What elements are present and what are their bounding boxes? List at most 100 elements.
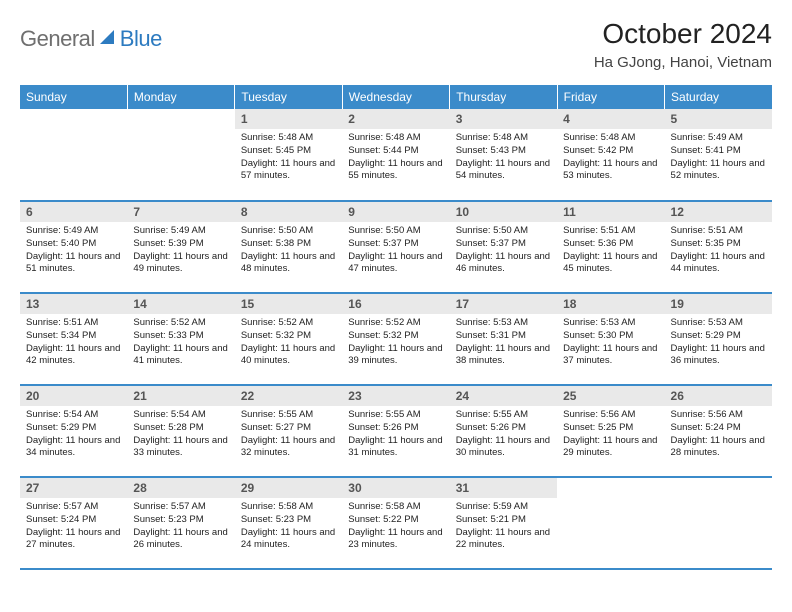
- day-details: Sunrise: 5:48 AMSunset: 5:43 PMDaylight:…: [450, 129, 557, 188]
- day-header: Thursday: [450, 85, 557, 109]
- day-number: 30: [342, 478, 449, 498]
- header: General Blue October 2024 Ha GJong, Hano…: [20, 18, 772, 71]
- day-number: 24: [450, 386, 557, 406]
- day-details: Sunrise: 5:56 AMSunset: 5:25 PMDaylight:…: [557, 406, 664, 465]
- day-details: Sunrise: 5:56 AMSunset: 5:24 PMDaylight:…: [665, 406, 772, 465]
- day-number: 28: [127, 478, 234, 498]
- day-number: 23: [342, 386, 449, 406]
- day-details: Sunrise: 5:48 AMSunset: 5:45 PMDaylight:…: [235, 129, 342, 188]
- calendar-cell: 29Sunrise: 5:58 AMSunset: 5:23 PMDayligh…: [235, 477, 342, 569]
- day-number: 9: [342, 202, 449, 222]
- day-header: Sunday: [20, 85, 127, 109]
- day-number: 17: [450, 294, 557, 314]
- calendar-cell: 22Sunrise: 5:55 AMSunset: 5:27 PMDayligh…: [235, 385, 342, 477]
- day-number: 14: [127, 294, 234, 314]
- calendar-cell: 30Sunrise: 5:58 AMSunset: 5:22 PMDayligh…: [342, 477, 449, 569]
- calendar-cell: 17Sunrise: 5:53 AMSunset: 5:31 PMDayligh…: [450, 293, 557, 385]
- logo-text-general: General: [20, 26, 95, 52]
- calendar-cell: 23Sunrise: 5:55 AMSunset: 5:26 PMDayligh…: [342, 385, 449, 477]
- day-details: Sunrise: 5:57 AMSunset: 5:24 PMDaylight:…: [20, 498, 127, 557]
- day-number: 20: [20, 386, 127, 406]
- calendar-cell: 19Sunrise: 5:53 AMSunset: 5:29 PMDayligh…: [665, 293, 772, 385]
- calendar-cell: 6Sunrise: 5:49 AMSunset: 5:40 PMDaylight…: [20, 201, 127, 293]
- calendar-cell: 16Sunrise: 5:52 AMSunset: 5:32 PMDayligh…: [342, 293, 449, 385]
- calendar-cell: 3Sunrise: 5:48 AMSunset: 5:43 PMDaylight…: [450, 109, 557, 201]
- day-number: 7: [127, 202, 234, 222]
- day-details: Sunrise: 5:58 AMSunset: 5:22 PMDaylight:…: [342, 498, 449, 557]
- day-details: Sunrise: 5:50 AMSunset: 5:38 PMDaylight:…: [235, 222, 342, 281]
- day-details: Sunrise: 5:50 AMSunset: 5:37 PMDaylight:…: [342, 222, 449, 281]
- day-details: Sunrise: 5:57 AMSunset: 5:23 PMDaylight:…: [127, 498, 234, 557]
- day-number: 19: [665, 294, 772, 314]
- logo-sail-icon: [100, 30, 118, 51]
- calendar-cell: ..: [20, 109, 127, 201]
- calendar-cell: 5Sunrise: 5:49 AMSunset: 5:41 PMDaylight…: [665, 109, 772, 201]
- day-number: 12: [665, 202, 772, 222]
- calendar-cell: 14Sunrise: 5:52 AMSunset: 5:33 PMDayligh…: [127, 293, 234, 385]
- day-details: Sunrise: 5:55 AMSunset: 5:26 PMDaylight:…: [450, 406, 557, 465]
- day-number: 27: [20, 478, 127, 498]
- calendar-cell: ..: [557, 477, 664, 569]
- day-details: Sunrise: 5:51 AMSunset: 5:34 PMDaylight:…: [20, 314, 127, 373]
- logo: General Blue: [20, 18, 162, 52]
- day-number: 29: [235, 478, 342, 498]
- day-number: 25: [557, 386, 664, 406]
- calendar-week: 13Sunrise: 5:51 AMSunset: 5:34 PMDayligh…: [20, 293, 772, 385]
- day-header: Wednesday: [342, 85, 449, 109]
- calendar-cell: 2Sunrise: 5:48 AMSunset: 5:44 PMDaylight…: [342, 109, 449, 201]
- day-number: 8: [235, 202, 342, 222]
- calendar-cell: 11Sunrise: 5:51 AMSunset: 5:36 PMDayligh…: [557, 201, 664, 293]
- calendar-cell: 7Sunrise: 5:49 AMSunset: 5:39 PMDaylight…: [127, 201, 234, 293]
- day-number: 16: [342, 294, 449, 314]
- day-details: Sunrise: 5:52 AMSunset: 5:32 PMDaylight:…: [235, 314, 342, 373]
- calendar-cell: 21Sunrise: 5:54 AMSunset: 5:28 PMDayligh…: [127, 385, 234, 477]
- day-details: Sunrise: 5:55 AMSunset: 5:26 PMDaylight:…: [342, 406, 449, 465]
- day-number: 4: [557, 109, 664, 129]
- day-details: Sunrise: 5:53 AMSunset: 5:30 PMDaylight:…: [557, 314, 664, 373]
- title-block: October 2024 Ha GJong, Hanoi, Vietnam: [594, 18, 772, 71]
- day-details: Sunrise: 5:55 AMSunset: 5:27 PMDaylight:…: [235, 406, 342, 465]
- calendar-cell: 13Sunrise: 5:51 AMSunset: 5:34 PMDayligh…: [20, 293, 127, 385]
- location: Ha GJong, Hanoi, Vietnam: [594, 54, 772, 71]
- day-number: 15: [235, 294, 342, 314]
- day-header: Saturday: [665, 85, 772, 109]
- calendar-cell: 20Sunrise: 5:54 AMSunset: 5:29 PMDayligh…: [20, 385, 127, 477]
- calendar-week: 6Sunrise: 5:49 AMSunset: 5:40 PMDaylight…: [20, 201, 772, 293]
- calendar-cell: 1Sunrise: 5:48 AMSunset: 5:45 PMDaylight…: [235, 109, 342, 201]
- day-details: Sunrise: 5:51 AMSunset: 5:36 PMDaylight:…: [557, 222, 664, 281]
- day-details: Sunrise: 5:49 AMSunset: 5:41 PMDaylight:…: [665, 129, 772, 188]
- day-details: Sunrise: 5:49 AMSunset: 5:39 PMDaylight:…: [127, 222, 234, 281]
- calendar-cell: 10Sunrise: 5:50 AMSunset: 5:37 PMDayligh…: [450, 201, 557, 293]
- day-number: 22: [235, 386, 342, 406]
- calendar-cell: 18Sunrise: 5:53 AMSunset: 5:30 PMDayligh…: [557, 293, 664, 385]
- day-details: Sunrise: 5:53 AMSunset: 5:31 PMDaylight:…: [450, 314, 557, 373]
- day-number: 11: [557, 202, 664, 222]
- day-details: Sunrise: 5:50 AMSunset: 5:37 PMDaylight:…: [450, 222, 557, 281]
- calendar-cell: ..: [127, 109, 234, 201]
- day-details: Sunrise: 5:58 AMSunset: 5:23 PMDaylight:…: [235, 498, 342, 557]
- day-number: 3: [450, 109, 557, 129]
- calendar-cell: 15Sunrise: 5:52 AMSunset: 5:32 PMDayligh…: [235, 293, 342, 385]
- day-details: Sunrise: 5:59 AMSunset: 5:21 PMDaylight:…: [450, 498, 557, 557]
- calendar-cell: 12Sunrise: 5:51 AMSunset: 5:35 PMDayligh…: [665, 201, 772, 293]
- day-number: 21: [127, 386, 234, 406]
- day-number: 5: [665, 109, 772, 129]
- calendar-table: SundayMondayTuesdayWednesdayThursdayFrid…: [20, 85, 772, 570]
- calendar-week: 27Sunrise: 5:57 AMSunset: 5:24 PMDayligh…: [20, 477, 772, 569]
- day-details: Sunrise: 5:51 AMSunset: 5:35 PMDaylight:…: [665, 222, 772, 281]
- day-header: Monday: [127, 85, 234, 109]
- day-number: 13: [20, 294, 127, 314]
- calendar-week: 20Sunrise: 5:54 AMSunset: 5:29 PMDayligh…: [20, 385, 772, 477]
- calendar-cell: 31Sunrise: 5:59 AMSunset: 5:21 PMDayligh…: [450, 477, 557, 569]
- day-number: 6: [20, 202, 127, 222]
- day-header: Friday: [557, 85, 664, 109]
- day-details: Sunrise: 5:52 AMSunset: 5:33 PMDaylight:…: [127, 314, 234, 373]
- calendar-cell: 26Sunrise: 5:56 AMSunset: 5:24 PMDayligh…: [665, 385, 772, 477]
- calendar-week: ....1Sunrise: 5:48 AMSunset: 5:45 PMDayl…: [20, 109, 772, 201]
- day-header: Tuesday: [235, 85, 342, 109]
- day-number: 26: [665, 386, 772, 406]
- calendar-cell: 27Sunrise: 5:57 AMSunset: 5:24 PMDayligh…: [20, 477, 127, 569]
- day-details: Sunrise: 5:54 AMSunset: 5:28 PMDaylight:…: [127, 406, 234, 465]
- calendar-cell: 9Sunrise: 5:50 AMSunset: 5:37 PMDaylight…: [342, 201, 449, 293]
- calendar-cell: 25Sunrise: 5:56 AMSunset: 5:25 PMDayligh…: [557, 385, 664, 477]
